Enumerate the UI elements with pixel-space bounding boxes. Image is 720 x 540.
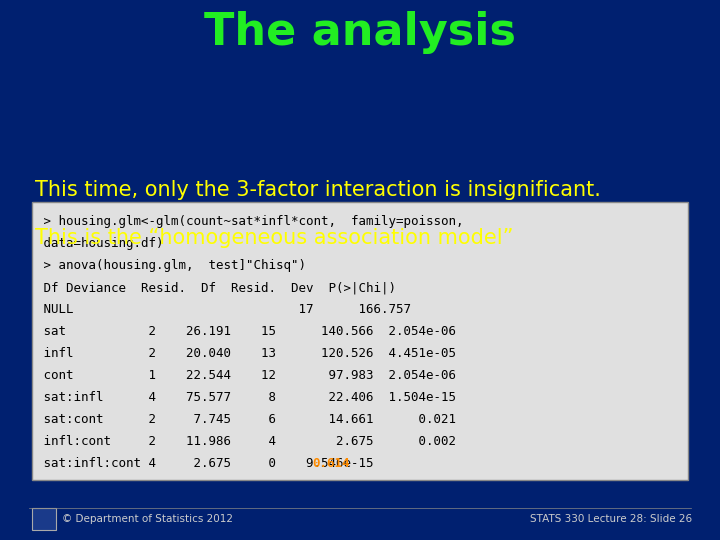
Text: The analysis: The analysis	[204, 10, 516, 53]
Text: > housing.glm<-glm(count~sat*infl*cont,  family=poisson,: > housing.glm<-glm(count~sat*infl*cont, …	[36, 215, 464, 228]
Text: This time, only the 3-factor interaction is insignificant.: This time, only the 3-factor interaction…	[35, 180, 601, 200]
Text: > anova(housing.glm,  test]"Chisq"): > anova(housing.glm, test]"Chisq")	[36, 259, 306, 272]
Text: cont          1    22.544    12       97.983  2.054e-06: cont 1 22.544 12 97.983 2.054e-06	[36, 369, 456, 382]
FancyBboxPatch shape	[32, 508, 56, 530]
Text: Df Deviance  Resid.  Df  Resid.  Dev  P(>|Chi|): Df Deviance Resid. Df Resid. Dev P(>|Chi…	[36, 281, 396, 294]
Text: sat           2    26.191    15      140.566  2.054e-06: sat 2 26.191 15 140.566 2.054e-06	[36, 325, 456, 338]
Text: infl          2    20.040    13      120.526  4.451e-05: infl 2 20.040 13 120.526 4.451e-05	[36, 347, 456, 360]
Text: 0.614: 0.614	[312, 457, 350, 470]
FancyBboxPatch shape	[32, 202, 688, 480]
Text: data=housing.df): data=housing.df)	[36, 237, 163, 250]
Text: © Department of Statistics 2012: © Department of Statistics 2012	[62, 514, 233, 524]
Text: infl:cont     2    11.986     4        2.675      0.002: infl:cont 2 11.986 4 2.675 0.002	[36, 435, 456, 448]
Text: sat:infl:cont 4     2.675     0    9.546e-15: sat:infl:cont 4 2.675 0 9.546e-15	[36, 457, 418, 470]
Text: STATS 330 Lecture 28: Slide 26: STATS 330 Lecture 28: Slide 26	[530, 514, 692, 524]
Text: sat:cont      2     7.745     6       14.661      0.021: sat:cont 2 7.745 6 14.661 0.021	[36, 413, 456, 426]
Text: This is the “homogeneous association model”: This is the “homogeneous association mod…	[35, 228, 513, 248]
Text: NULL                              17      166.757: NULL 17 166.757	[36, 303, 411, 316]
Text: sat:infl      4    75.577     8       22.406  1.504e-15: sat:infl 4 75.577 8 22.406 1.504e-15	[36, 391, 456, 404]
